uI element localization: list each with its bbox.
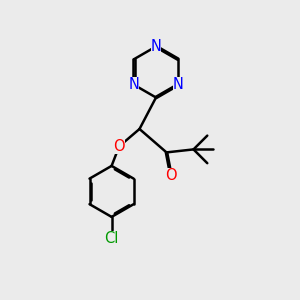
Text: O: O [113, 139, 125, 154]
Text: O: O [165, 168, 177, 183]
Text: N: N [151, 39, 161, 54]
Text: Cl: Cl [104, 231, 119, 246]
Text: N: N [128, 77, 140, 92]
Text: N: N [172, 77, 184, 92]
